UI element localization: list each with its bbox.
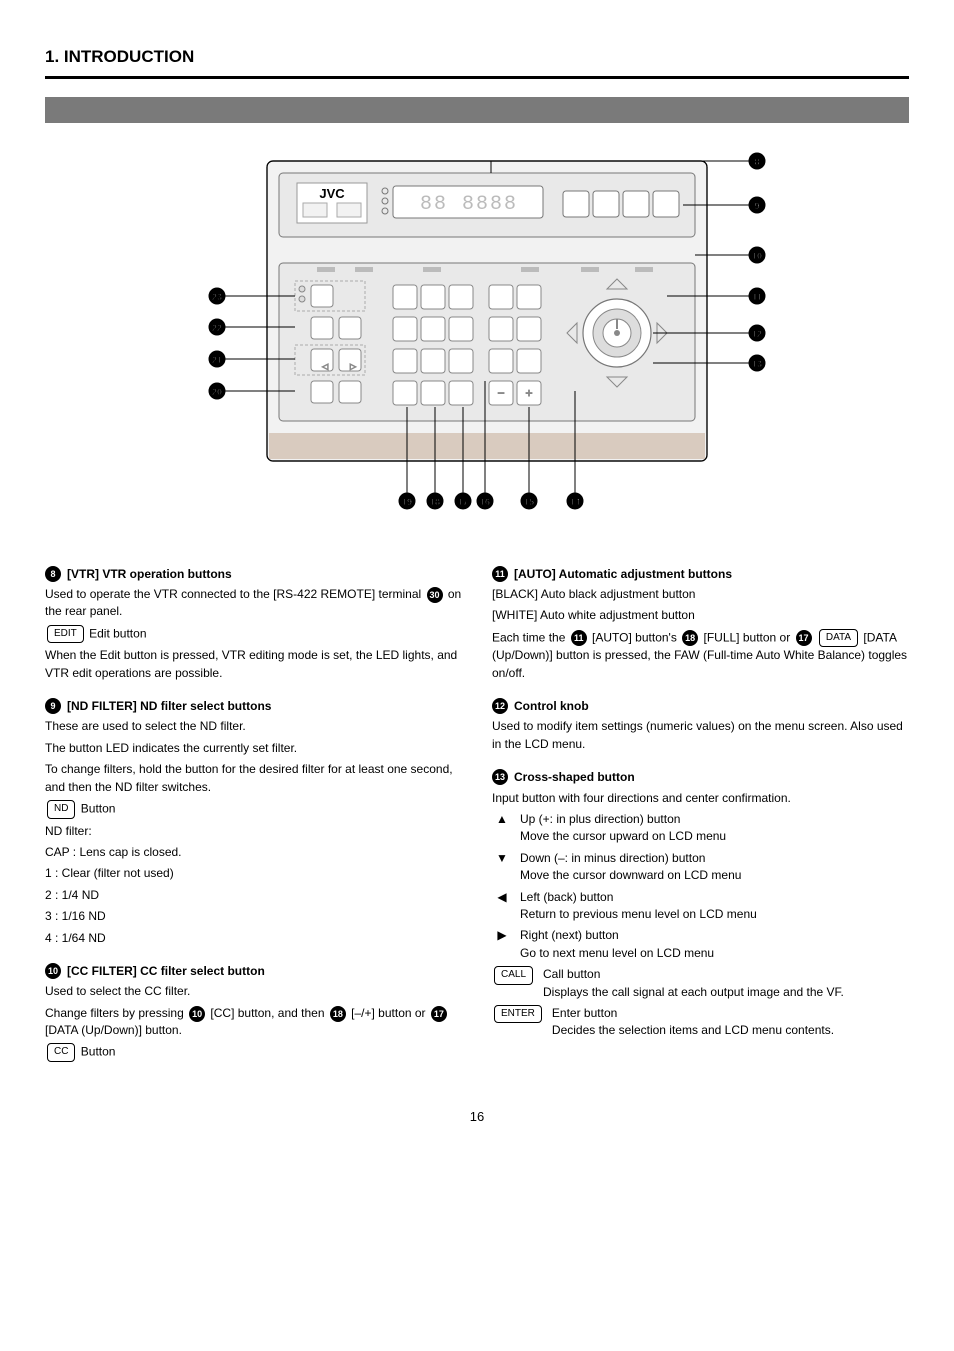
item-10: 10 [CC FILTER] CC filter select button U… bbox=[45, 963, 462, 1062]
callout-18-inline-b: 18 bbox=[682, 630, 698, 646]
svg-text:21: 21 bbox=[212, 355, 222, 365]
svg-text:22: 22 bbox=[212, 323, 222, 333]
svg-text:19: 19 bbox=[402, 497, 412, 507]
left-column: 8 [VTR] VTR operation buttons Used to op… bbox=[45, 566, 462, 1078]
callout-18-inline: 18 bbox=[330, 1006, 346, 1022]
svg-text:16: 16 bbox=[480, 497, 490, 507]
item-13-title: Cross-shaped button bbox=[514, 769, 909, 786]
item-9-p5: CAP : Lens cap is closed. bbox=[45, 844, 462, 861]
callout-8: 8 bbox=[45, 566, 61, 582]
device-diagram: JVC 88 8888 ◁ ▷ bbox=[45, 141, 909, 541]
item-10-title: [CC FILTER] CC filter select button bbox=[67, 963, 462, 980]
item-8-p2: When the Edit button is pressed, VTR edi… bbox=[45, 647, 462, 682]
item-10-p0: Used to select the CC filter. bbox=[45, 983, 462, 1000]
arrow-left-icon: ◀ bbox=[492, 889, 512, 906]
cc-button-box: CC bbox=[47, 1043, 75, 1062]
arrow-down-icon: ▼ bbox=[492, 850, 512, 867]
svg-text:▷: ▷ bbox=[350, 362, 357, 371]
svg-text:11: 11 bbox=[752, 292, 762, 302]
edit-button-box: EDIT bbox=[47, 625, 84, 644]
item-8-p1: EDIT Edit button bbox=[45, 625, 462, 644]
call-button-box: CALL bbox=[494, 966, 533, 985]
data-button-box: DATA bbox=[819, 629, 858, 648]
callout-13: 13 bbox=[492, 769, 508, 785]
item-9-p4: ND filter: bbox=[45, 823, 462, 840]
item-9-p7: 2 : 1/4 ND bbox=[45, 887, 462, 904]
sub-call: Call buttonDisplays the call signal at e… bbox=[543, 966, 909, 1001]
item-9-p0: These are used to select the ND filter. bbox=[45, 718, 462, 735]
svg-text:88 8888: 88 8888 bbox=[420, 193, 518, 216]
arrow-up-icon: ▲ bbox=[492, 811, 512, 828]
svg-text:−: − bbox=[497, 386, 504, 400]
svg-text:◁: ◁ bbox=[322, 362, 329, 371]
item-9-p9: 4 : 1/64 ND bbox=[45, 930, 462, 947]
svg-text:8: 8 bbox=[754, 157, 759, 167]
item-13-sublist: ▲ Up (+: in plus direction) buttonMove th… bbox=[492, 811, 909, 1040]
callout-11: 11 bbox=[492, 566, 508, 582]
svg-text:14: 14 bbox=[570, 497, 580, 507]
item-10-p2: CC Button bbox=[45, 1043, 462, 1062]
item-11-p0: [BLACK] Auto black adjustment button bbox=[492, 586, 909, 603]
item-9-p6: 1 : Clear (filter not used) bbox=[45, 865, 462, 882]
svg-text:20: 20 bbox=[212, 387, 222, 397]
callout-11-inline: 11 bbox=[571, 630, 587, 646]
sub-down: Down (–: in minus direction) buttonMove … bbox=[520, 850, 909, 885]
item-11-p1: [WHITE] Auto white adjustment button bbox=[492, 607, 909, 624]
svg-text:17: 17 bbox=[458, 497, 468, 507]
item-13: 13 Cross-shaped button Input button with… bbox=[492, 769, 909, 1039]
item-12: 12 Control knob Used to modify item sett… bbox=[492, 698, 909, 753]
item-8-p0: Used to operate the VTR connected to the… bbox=[45, 586, 462, 621]
svg-text:18: 18 bbox=[430, 497, 440, 507]
item-11-p2: Each time the 11 [AUTO] button's 18 [FUL… bbox=[492, 629, 909, 682]
item-12-title: Control knob bbox=[514, 698, 909, 715]
item-9-p2: To change filters, hold the button for t… bbox=[45, 761, 462, 796]
nd-button-box: ND bbox=[47, 800, 75, 819]
svg-text:15: 15 bbox=[524, 497, 534, 507]
svg-text:+: + bbox=[525, 386, 532, 400]
gray-title-bar bbox=[45, 97, 909, 123]
right-column: 11 [AUTO] Automatic adjustment buttons [… bbox=[492, 566, 909, 1078]
sub-up: Up (+: in plus direction) buttonMove the… bbox=[520, 811, 909, 846]
page-number: 16 bbox=[45, 1108, 909, 1127]
callout-12: 12 bbox=[492, 698, 508, 714]
item-8-title: [VTR] VTR operation buttons bbox=[67, 566, 462, 583]
callout-10-inline: 10 bbox=[189, 1006, 205, 1022]
item-9-p8: 3 : 1/16 ND bbox=[45, 908, 462, 925]
callout-30-inline: 30 bbox=[427, 587, 443, 603]
callout-9: 9 bbox=[45, 698, 61, 714]
item-9-p3: ND Button bbox=[45, 800, 462, 819]
callout-10: 10 bbox=[45, 963, 61, 979]
item-12-p0: Used to modify item settings (numeric va… bbox=[492, 718, 909, 753]
sub-right: Right (next) buttonGo to next menu level… bbox=[520, 927, 909, 962]
svg-text:23: 23 bbox=[212, 292, 222, 302]
svg-text:13: 13 bbox=[752, 359, 762, 369]
description-columns: 8 [VTR] VTR operation buttons Used to op… bbox=[45, 566, 909, 1078]
svg-text:JVC: JVC bbox=[319, 186, 345, 201]
enter-button-box: ENTER bbox=[494, 1005, 542, 1024]
section-title: 1. INTRODUCTION bbox=[45, 45, 909, 70]
sub-left: Left (back) buttonReturn to previous men… bbox=[520, 889, 909, 924]
callout-17-inline-b: 17 bbox=[796, 630, 812, 646]
header-rule bbox=[45, 76, 909, 79]
item-10-p1: Change filters by pressing 10 [CC] butto… bbox=[45, 1005, 462, 1040]
diagram-svg: JVC 88 8888 ◁ ▷ bbox=[97, 141, 857, 541]
svg-text:10: 10 bbox=[752, 251, 762, 261]
item-9-title: [ND FILTER] ND filter select buttons bbox=[67, 698, 462, 715]
item-8: 8 [VTR] VTR operation buttons Used to op… bbox=[45, 566, 462, 682]
sub-enter: Enter buttonDecides the selection items … bbox=[552, 1005, 909, 1040]
item-9-p1: The button LED indicates the currently s… bbox=[45, 740, 462, 757]
item-13-p0: Input button with four directions and ce… bbox=[492, 790, 909, 807]
svg-text:9: 9 bbox=[754, 201, 759, 211]
item-11: 11 [AUTO] Automatic adjustment buttons [… bbox=[492, 566, 909, 682]
item-9: 9 [ND FILTER] ND filter select buttons T… bbox=[45, 698, 462, 947]
item-11-title: [AUTO] Automatic adjustment buttons bbox=[514, 566, 909, 583]
svg-text:12: 12 bbox=[752, 329, 762, 339]
callout-17-inline: 17 bbox=[431, 1006, 447, 1022]
arrow-right-icon: ▶ bbox=[492, 927, 512, 944]
